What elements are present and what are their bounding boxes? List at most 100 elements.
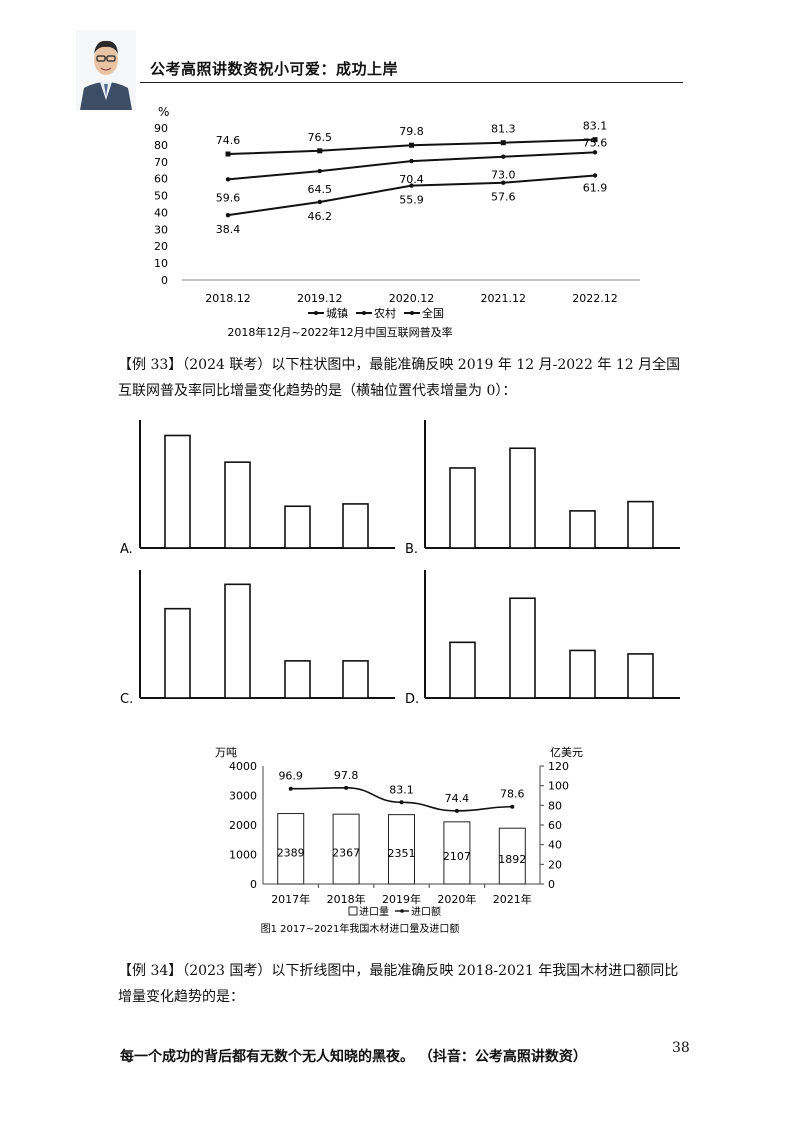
example-34-question: 【例 34】（2023 国考）以下折线图中，最能准确反映 2018-2021 年… — [118, 963, 679, 1005]
chart1-data-label: 46.2 — [308, 210, 333, 223]
chart1-point — [500, 140, 506, 146]
chart2-left-tick: 4000 — [229, 760, 257, 773]
chart1-y-tick: 80 — [154, 139, 168, 152]
header-title: 公考高照讲数资祝小可爱：成功上岸 — [150, 60, 399, 78]
chart2-x-tick: 2021年 — [493, 892, 532, 906]
chart2-right-tick: 60 — [548, 819, 562, 832]
option-bar — [627, 500, 654, 549]
chart1-y-tick: 70 — [154, 156, 168, 169]
chart1-point — [501, 154, 506, 159]
chart2-x-tick: 2018年 — [327, 892, 366, 906]
chart1-data-label: 81.3 — [491, 123, 516, 136]
chart2-right-unit: 亿美元 — [550, 746, 583, 759]
chart2-line-label: 96.9 — [278, 770, 303, 783]
chart1-data-label: 76.5 — [308, 131, 333, 144]
chart2-x-tick: 2020年 — [437, 892, 476, 906]
chart1-point — [409, 158, 414, 164]
chart1-x-tick: 2021.12 — [481, 292, 527, 305]
chart1-data-label: 70.4 — [399, 173, 424, 186]
chart2-title: 图1 2017~2021年我国木材进口量及进口额 — [261, 922, 460, 935]
option-chart[interactable]: A. — [120, 420, 395, 557]
chart1-data-label: 83.1 — [583, 120, 608, 133]
chart2-left-unit: 万吨 — [215, 746, 237, 759]
author-photo — [76, 30, 136, 110]
chart1-point — [317, 168, 322, 174]
chart2-right-tick: 80 — [548, 799, 562, 812]
chart2-legend-label: 进口量 — [359, 906, 389, 918]
chart2-left-tick: 1000 — [229, 849, 257, 862]
chart1-y-tick: 20 — [154, 240, 168, 253]
chart2-point — [288, 786, 293, 791]
option-bar — [342, 503, 369, 549]
chart1-x-tick: 2022.12 — [572, 292, 618, 305]
option-chart[interactable]: B. — [405, 420, 680, 557]
chart1-data-label: 73.0 — [491, 169, 516, 182]
chart1-point — [592, 150, 598, 155]
chart2-bar-label: 2351 — [388, 847, 416, 860]
timber-import-chart: 万吨 亿美元 01000200030004000020406080100120 … — [215, 746, 583, 935]
option-label: B. — [405, 542, 418, 557]
chart2-bar-label: 2367 — [332, 847, 360, 860]
option-bar — [509, 447, 536, 549]
internet-penetration-chart: % 0 10 20 30 40 50 60 70 80 90 2018.12 2019.12 2020… — [154, 105, 640, 339]
chart1-data-label: 59.6 — [216, 191, 241, 204]
option-bar — [569, 510, 596, 549]
header-divider — [140, 82, 683, 83]
chart2-right-tick: 0 — [548, 878, 555, 891]
option-chart[interactable]: C. — [120, 570, 395, 707]
chart1-data-label: 61.9 — [583, 181, 608, 194]
chart1-data-label: 38.4 — [216, 223, 241, 236]
chart1-y-tick: 30 — [154, 223, 168, 236]
option-bar — [449, 641, 476, 699]
chart2-left-tick: 2000 — [229, 819, 257, 832]
option-label: C. — [120, 692, 133, 707]
option-bar — [509, 597, 536, 699]
chart1-point — [317, 199, 322, 205]
chart1-legend-marker — [314, 311, 318, 315]
option-bar — [569, 649, 596, 699]
chart1-data-label: 79.8 — [399, 125, 424, 138]
option-bar — [284, 660, 311, 699]
chart2-right-tick: 100 — [548, 780, 569, 793]
chart2-line-label: 97.8 — [334, 769, 359, 782]
option-bar — [627, 653, 654, 699]
option-bar — [164, 434, 191, 549]
chart1-point — [225, 177, 231, 182]
chart1-y-tick: 40 — [154, 206, 168, 219]
chart1-point — [225, 212, 231, 218]
chart1-y-tick: 90 — [154, 122, 168, 135]
chart2-right-tick: 40 — [548, 839, 562, 852]
chart1-y-tick: 50 — [154, 190, 168, 203]
chart2-point — [454, 808, 459, 813]
option-bar — [342, 660, 369, 699]
chart1-data-label: 57.6 — [491, 191, 516, 204]
chart1-data-label: 64.5 — [308, 183, 333, 196]
option-bar — [449, 467, 476, 549]
chart1-x-tick: 2019.12 — [297, 292, 343, 305]
chart2-line-label: 74.4 — [445, 792, 470, 805]
chart2-x-tick: 2017年 — [271, 892, 310, 906]
chart2-left-tick: 0 — [250, 878, 257, 891]
option-bar — [224, 461, 251, 549]
chart1-point — [409, 183, 414, 188]
chart1-y-tick: 10 — [154, 257, 168, 270]
chart2-bar-label: 2389 — [277, 846, 305, 859]
example-33-question: 【例 33】（2024 联考）以下柱状图中，最能准确反映 2019 年 12 月… — [118, 357, 681, 399]
chart1-y-tick: 0 — [161, 274, 168, 287]
chart1-data-label: 55.9 — [399, 194, 424, 207]
chart1-point — [317, 148, 323, 154]
chart2-left-tick: 3000 — [229, 790, 257, 803]
chart1-legend-marker — [362, 311, 366, 315]
chart1-point — [409, 142, 414, 148]
chart2-bar — [498, 827, 526, 885]
option-bar — [224, 583, 251, 699]
chart1-point — [501, 180, 506, 185]
page-number: 38 — [672, 1040, 690, 1056]
chart1-point — [225, 151, 231, 157]
chart1-y-tick: 60 — [154, 173, 168, 186]
chart2-right-tick: 20 — [548, 858, 562, 871]
chart2-legend-bar-swatch — [348, 906, 358, 916]
option-chart[interactable]: D. — [405, 570, 680, 707]
chart1-title: 2018年12月~2022年12月中国互联网普及率 — [227, 325, 452, 339]
option-bar — [164, 607, 191, 699]
